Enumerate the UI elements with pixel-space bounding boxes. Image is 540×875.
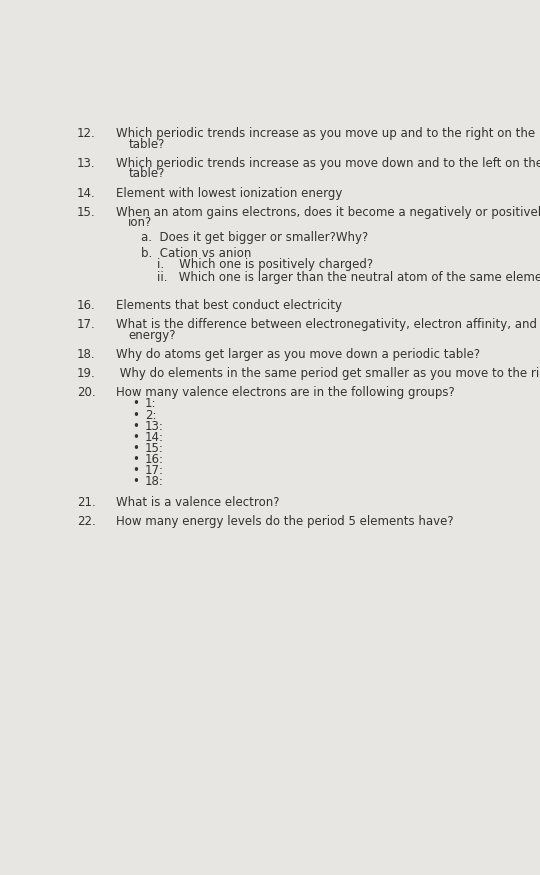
Text: 17:: 17: [145,464,164,477]
Text: 14:: 14: [145,430,164,444]
Text: •: • [132,409,139,422]
Text: 13:: 13: [145,420,164,433]
Text: What is the difference between electronegativity, electron affinity, and ionizat: What is the difference between electrone… [116,318,540,332]
Text: •: • [132,442,139,455]
Text: •: • [132,397,139,410]
Text: 19.: 19. [77,368,96,380]
Text: a.  Does it get bigger or smaller?Why?: a. Does it get bigger or smaller?Why? [141,231,368,244]
Text: How many energy levels do the period 5 elements have?: How many energy levels do the period 5 e… [116,515,453,528]
Text: 16.: 16. [77,299,96,312]
Text: 20.: 20. [77,387,96,399]
Text: 15.: 15. [77,206,96,219]
Text: What is a valence electron?: What is a valence electron? [116,496,279,509]
Text: 1:: 1: [145,397,157,410]
Text: 2:: 2: [145,409,157,422]
Text: 16:: 16: [145,453,164,466]
Text: Element with lowest ionization energy: Element with lowest ionization energy [116,186,342,200]
Text: b.  Cation vs anion: b. Cation vs anion [141,248,251,261]
Text: Elements that best conduct electricity: Elements that best conduct electricity [116,299,342,312]
Text: energy?: energy? [128,329,176,342]
Text: •: • [132,453,139,466]
Text: 21.: 21. [77,496,96,509]
Text: table?: table? [128,137,165,150]
Text: ii.   Which one is larger than the neutral atom of the same element?: ii. Which one is larger than the neutral… [158,271,540,284]
Text: i.    Which one is positively charged?: i. Which one is positively charged? [158,258,374,271]
Text: •: • [132,464,139,477]
Text: ion?: ion? [128,216,152,229]
Text: 12.: 12. [77,127,96,140]
Text: 17.: 17. [77,318,96,332]
Text: 18.: 18. [77,348,96,361]
Text: 15:: 15: [145,442,164,455]
Text: 13.: 13. [77,157,96,170]
Text: When an atom gains electrons, does it become a negatively or positively charg: When an atom gains electrons, does it be… [116,206,540,219]
Text: table?: table? [128,167,165,180]
Text: Why do elements in the same period get smaller as you move to the right?: Why do elements in the same period get s… [116,368,540,380]
Text: Which periodic trends increase as you move down and to the left on the period: Which periodic trends increase as you mo… [116,157,540,170]
Text: •: • [132,420,139,433]
Text: Why do atoms get larger as you move down a periodic table?: Why do atoms get larger as you move down… [116,348,480,361]
Text: 14.: 14. [77,186,96,200]
Text: How many valence electrons are in the following groups?: How many valence electrons are in the fo… [116,387,454,399]
Text: •: • [132,475,139,488]
Text: 18:: 18: [145,475,164,488]
Text: 22.: 22. [77,515,96,528]
Text: Which periodic trends increase as you move up and to the right on the periodic: Which periodic trends increase as you mo… [116,127,540,140]
Text: •: • [132,430,139,444]
